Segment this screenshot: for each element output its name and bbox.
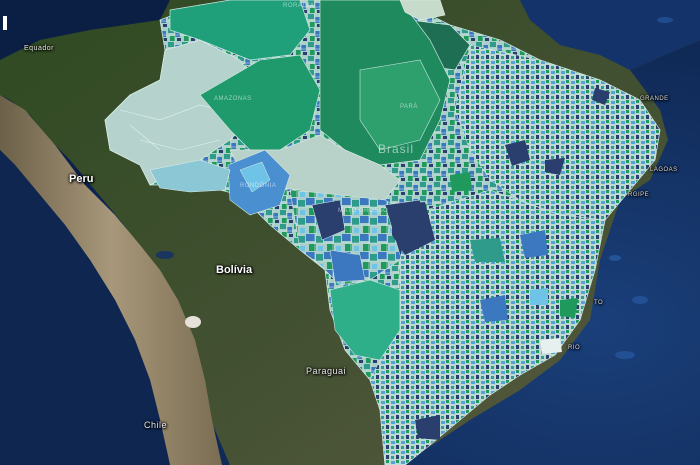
region-southeast: [369, 189, 606, 465]
label-bolivia: Bolívia: [216, 264, 253, 276]
label-brasil: Brasil: [378, 142, 415, 156]
lake-titicaca: [156, 251, 174, 259]
salt-flat: [185, 316, 201, 328]
region-para-inner: [359, 59, 441, 151]
label-rondonia: RONDÔNIA: [240, 183, 277, 189]
label-amazonas: AMAZONAS: [214, 96, 252, 102]
label-sergipe: RGIPE: [628, 192, 650, 198]
corner-mark: [3, 16, 7, 30]
region-acre: [149, 159, 231, 193]
label-paraguai: Paraguai: [306, 366, 347, 376]
label-grande: GRANDE: [640, 96, 669, 102]
label-mato-grosso: MATO GROSSO: [338, 208, 389, 214]
label-chile: Chile: [144, 420, 168, 430]
label-peru: Peru: [69, 173, 94, 185]
label-espirito-santo: TO: [594, 300, 604, 306]
label-rio: RIO: [568, 345, 581, 351]
label-equador: Equador: [24, 45, 54, 52]
region-amazonas: [199, 54, 321, 151]
region-northeast: [454, 44, 661, 221]
label-alagoas: LAGOAS: [650, 167, 678, 173]
label-roraima: RORAIMA: [283, 3, 315, 9]
label-para: PARÁ: [400, 104, 418, 110]
region-roraima: [169, 0, 311, 61]
atlantic-ocean: [520, 0, 700, 70]
pacific-ocean: [0, 150, 170, 465]
andes-range: [0, 95, 222, 465]
region-para-north: [399, 0, 446, 21]
